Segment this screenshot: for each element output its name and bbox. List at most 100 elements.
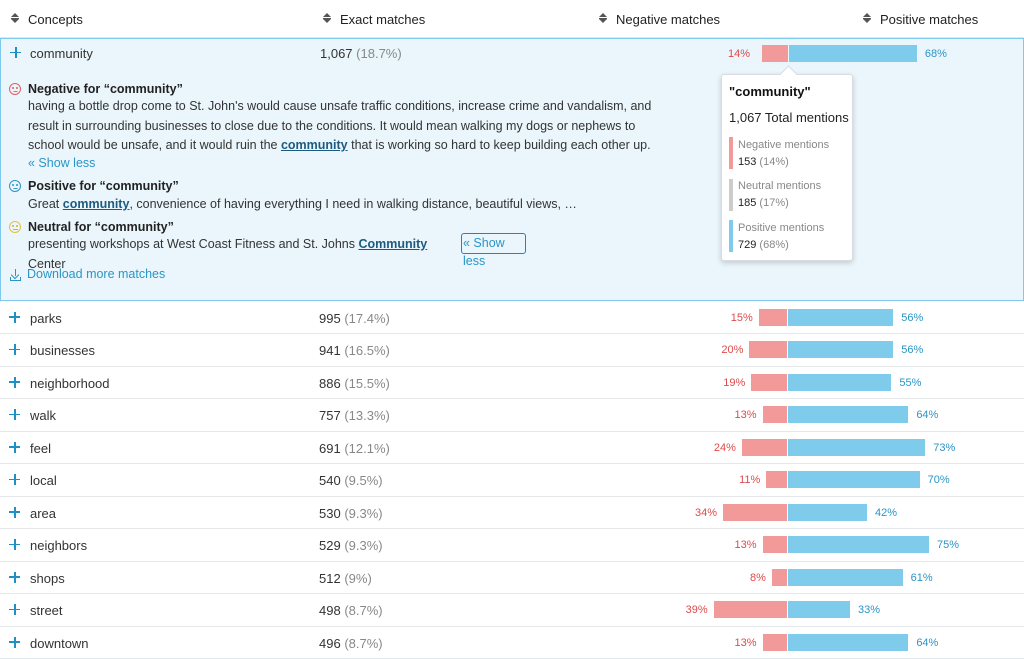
concept-label[interactable]: local [30, 473, 57, 488]
expand-icon[interactable] [9, 377, 20, 388]
positive-bar[interactable] [788, 634, 908, 651]
negative-bar[interactable] [763, 536, 787, 553]
positive-percent: 68% [925, 48, 947, 60]
negative-snippet: having a bottle drop come to St. John's … [28, 97, 688, 156]
sort-icon [862, 13, 872, 25]
negative-bar[interactable] [772, 569, 787, 586]
expand-icon[interactable] [9, 604, 20, 615]
concept-label[interactable]: feel [30, 441, 51, 456]
positive-bar[interactable] [788, 406, 908, 423]
negative-bar[interactable] [766, 471, 787, 488]
negative-bar[interactable] [763, 406, 787, 423]
negative-matches-column-header[interactable]: Negative matches [598, 0, 720, 38]
concept-label[interactable]: parks [30, 311, 62, 326]
expand-icon[interactable] [9, 572, 20, 583]
expand-icon[interactable] [9, 344, 20, 355]
positive-bar[interactable] [788, 601, 850, 618]
positive-snippet: Great community, convenience of having e… [28, 195, 688, 215]
download-icon[interactable] [10, 269, 21, 281]
positive-bar[interactable] [788, 341, 893, 358]
download-more-matches-link[interactable]: Download more matches [27, 267, 165, 281]
table-header: Concepts Exact matches Negative matches … [0, 0, 1024, 38]
expanded-concept-row: community 1,067 (18.7%) 14% 68% Negative… [0, 38, 1024, 301]
expand-icon[interactable] [9, 637, 20, 648]
negative-bar[interactable] [723, 504, 787, 521]
concept-label[interactable]: neighbors [30, 538, 87, 553]
expand-icon[interactable] [9, 442, 20, 453]
negative-percent: 24% [696, 442, 736, 454]
positive-bar[interactable] [788, 309, 893, 326]
negative-percent: 20% [703, 344, 743, 356]
positive-bar[interactable] [788, 471, 920, 488]
tooltip-neutral-value: 185 (17%) [738, 197, 789, 209]
negative-bar[interactable] [759, 309, 787, 326]
negative-bar[interactable] [749, 341, 787, 358]
show-less-link[interactable]: « Show less [28, 156, 95, 170]
negative-bar[interactable] [763, 634, 787, 651]
concept-label[interactable]: walk [30, 408, 56, 423]
positive-bar[interactable] [788, 439, 925, 456]
positive-bar[interactable] [788, 569, 903, 586]
exact-match-count: 995 (17.4%) [319, 311, 390, 326]
negative-bar[interactable] [742, 439, 787, 456]
expand-icon[interactable] [9, 474, 20, 485]
tooltip-negative-label: Negative mentions [738, 139, 829, 151]
concepts-header-label: Concepts [28, 12, 83, 27]
positive-bar[interactable] [788, 504, 867, 521]
tooltip-negative-value: 153 (14%) [738, 156, 789, 168]
positive-percent: 56% [901, 312, 923, 324]
exact-match-count: 757 (13.3%) [319, 408, 390, 423]
concept-label[interactable]: area [30, 506, 56, 521]
expand-icon[interactable] [9, 507, 20, 518]
negative-bar[interactable] [714, 601, 787, 618]
tooltip-total: 1,067 Total mentions [729, 110, 849, 125]
tooltip-positive-label: Positive mentions [738, 222, 824, 234]
concept-label[interactable]: shops [30, 571, 65, 586]
tooltip-positive-value: 729 (68%) [738, 239, 789, 251]
concepts-column-header[interactable]: Concepts [10, 0, 83, 38]
show-less-button[interactable]: « Show less [461, 233, 526, 254]
exact-match-count: 498 (8.7%) [319, 603, 383, 618]
expand-icon[interactable] [9, 312, 20, 323]
concept-label[interactable]: downtown [30, 636, 89, 651]
negative-bar[interactable] [751, 374, 787, 391]
sort-icon [598, 13, 608, 25]
exact-matches-column-header[interactable]: Exact matches [322, 0, 425, 38]
concept-label[interactable]: street [30, 603, 63, 618]
concept-label[interactable]: neighborhood [30, 376, 110, 391]
neutral-face-icon [9, 221, 21, 233]
expand-icon[interactable] [9, 409, 20, 420]
positive-bar[interactable] [788, 374, 891, 391]
exact-match-count: 691 (12.1%) [319, 441, 390, 456]
negative-percent: 19% [705, 377, 745, 389]
positive-heading: Positive for “community” [28, 179, 179, 193]
expand-icon[interactable] [9, 539, 20, 550]
keyword-highlight: Community [359, 237, 428, 251]
negative-percent: 34% [677, 507, 717, 519]
expand-icon[interactable] [10, 47, 21, 58]
concept-label[interactable]: community [30, 46, 93, 61]
exact-match-count: 540 (9.5%) [319, 473, 383, 488]
positive-bar[interactable] [788, 536, 929, 553]
positive-matches-column-header[interactable]: Positive matches [862, 0, 978, 38]
exact-match-count: 529 (9.3%) [319, 538, 383, 553]
concept-label[interactable]: businesses [30, 343, 95, 358]
positive-bar[interactable] [789, 45, 917, 62]
positive-percent: 64% [916, 637, 938, 649]
negative-percent: 11% [720, 474, 760, 486]
sort-icon [10, 13, 20, 25]
exact-match-count: 530 (9.3%) [319, 506, 383, 521]
negative-bar[interactable] [762, 45, 788, 62]
negative-swatch [729, 137, 733, 169]
